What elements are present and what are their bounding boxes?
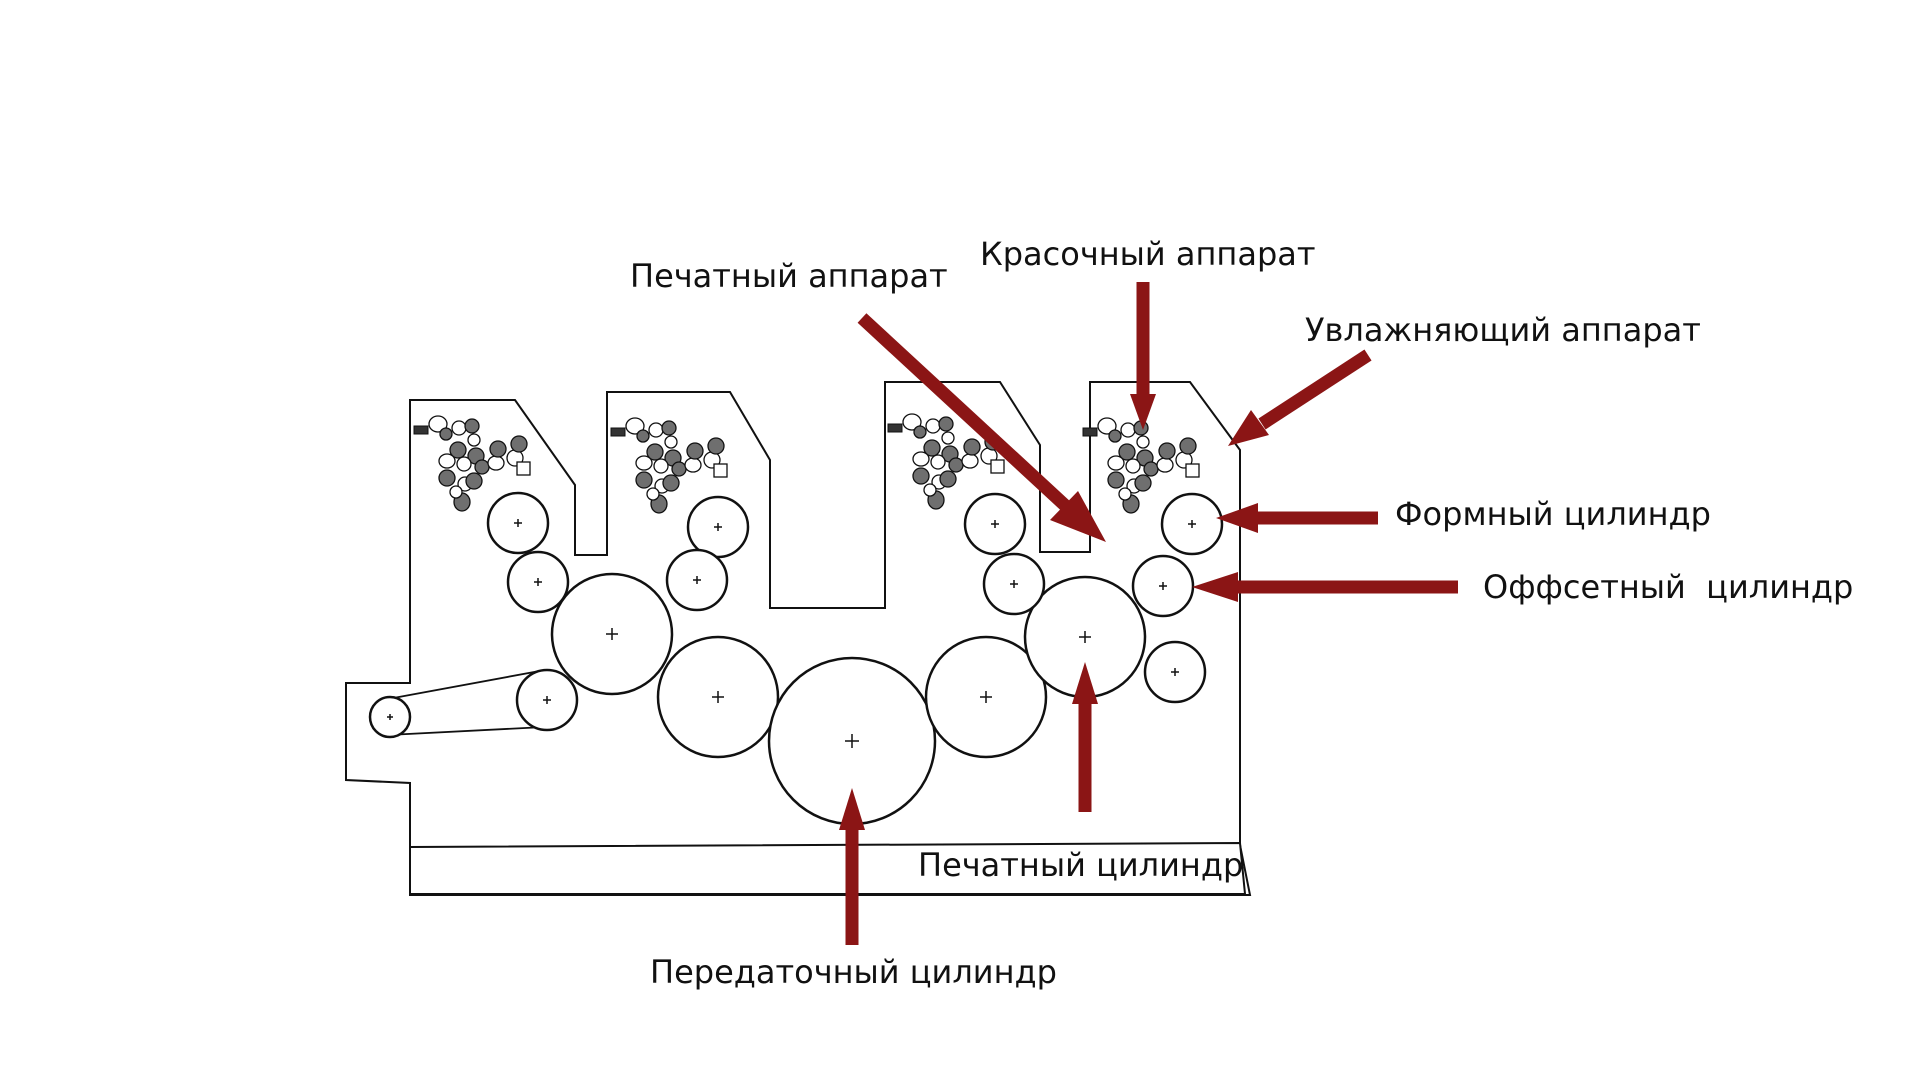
inking-roller-cluster-2 [610, 417, 728, 514]
inking-roller-cluster-1 [413, 415, 531, 512]
feeder-roller-small [368, 695, 412, 739]
arrow-dampening-unit [1228, 349, 1372, 446]
label-offset-cylinder: Оффсетный цилиндр [1483, 568, 1853, 606]
feeder-belt [387, 669, 546, 736]
transfer-cylinder-2 [656, 635, 780, 759]
offset-cylinder-1 [506, 550, 570, 614]
label-dampening-unit: Увлажняющий аппарат [1305, 311, 1701, 349]
large-cylinders [550, 572, 1147, 826]
feeder-roller [515, 668, 579, 732]
press-frame-outline [345, 381, 1252, 896]
small-cylinders [368, 491, 1224, 739]
transfer-cylinder-1 [550, 572, 674, 696]
base-plate [409, 841, 1247, 895]
arrow-printing-unit [857, 313, 1106, 542]
plate-cylinder-3 [963, 492, 1027, 556]
plate-cylinder-1 [486, 491, 550, 555]
offset-cylinder-2 [665, 548, 729, 612]
arrow-plate-cylinder [1216, 503, 1378, 533]
arrows [839, 282, 1458, 945]
arrow-transfer-cylinder [839, 788, 865, 945]
label-plate-cylinder: Формный цилиндр [1395, 495, 1711, 533]
offset-cylinder-4 [1131, 554, 1195, 618]
delivery-cylinder [1143, 640, 1207, 704]
inking-roller-cluster-3 [887, 413, 1005, 510]
label-impression-cylinder: Печатный цилиндр [918, 846, 1243, 884]
plate-cylinder-2 [686, 495, 750, 559]
inking-roller-cluster-4 [1082, 417, 1200, 514]
arrow-offset-cylinder [1192, 572, 1458, 602]
arrow-impression-cylinder [1072, 662, 1098, 812]
label-inking-unit: Красочный аппарат [980, 235, 1316, 273]
label-transfer-cylinder: Передаточный цилиндр [650, 953, 1057, 991]
label-printing-unit: Печатный аппарат [630, 257, 948, 295]
transfer-cylinder-3 [924, 635, 1048, 759]
plate-cylinder-4 [1160, 492, 1224, 556]
offset-cylinder-3 [982, 552, 1046, 616]
arrow-inking-unit [1130, 282, 1156, 430]
